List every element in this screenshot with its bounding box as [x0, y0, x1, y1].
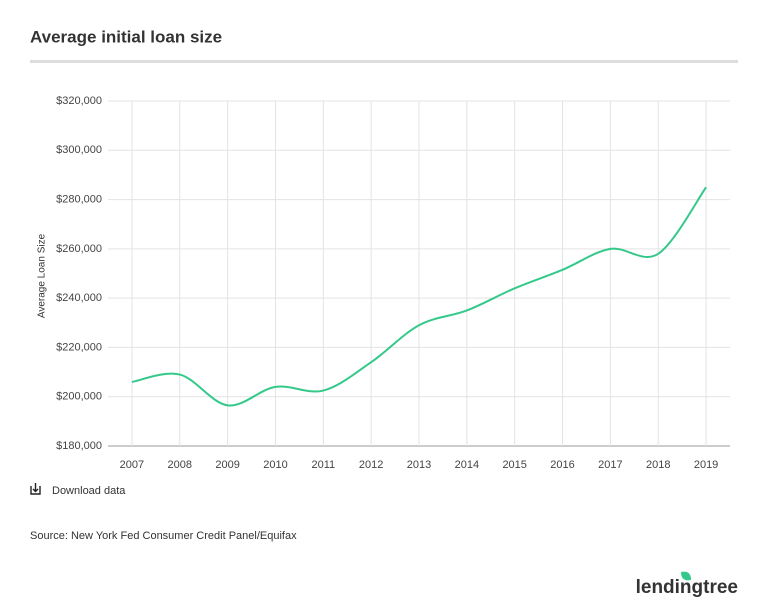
y-tick-label: $260,000 [56, 243, 102, 255]
y-tick-label: $300,000 [56, 144, 102, 156]
y-tick-label: $320,000 [56, 95, 102, 107]
y-tick-label: $200,000 [56, 391, 102, 403]
x-tick-label: 2015 [502, 459, 526, 471]
y-tick-label: $240,000 [56, 292, 102, 304]
data-line [131, 186, 707, 407]
y-tick-label: $280,000 [56, 193, 102, 205]
y-axis-label: Average Loan Size [37, 233, 48, 318]
x-tick-label: 2011 [311, 459, 335, 471]
x-tick-label: 2017 [598, 459, 622, 471]
y-tick-label: $220,000 [56, 341, 102, 353]
x-tick-label: 2018 [646, 459, 670, 471]
download-button[interactable]: Download data [30, 483, 126, 497]
x-tick-label: 2009 [215, 459, 239, 471]
download-link[interactable]: Download data [52, 485, 126, 497]
y-tick-label: $180,000 [56, 440, 102, 452]
title-rule [30, 60, 738, 63]
chart-title: Average initial loan size [30, 27, 222, 46]
x-tick-label: 2008 [168, 459, 192, 471]
x-tick-label: 2013 [407, 459, 431, 471]
x-tick-label: 2012 [359, 459, 383, 471]
x-tick-label: 2010 [263, 459, 287, 471]
x-tick-label: 2014 [455, 459, 479, 471]
logo: lendingtree [636, 577, 738, 598]
x-tick-label: 2007 [120, 459, 144, 471]
source: Source: New York Fed Consumer Credit Pan… [30, 530, 297, 542]
x-tick-label: 2019 [694, 459, 718, 471]
x-tick-label: 2016 [550, 459, 574, 471]
download-icon [30, 483, 41, 495]
logo-leaf [681, 571, 691, 581]
